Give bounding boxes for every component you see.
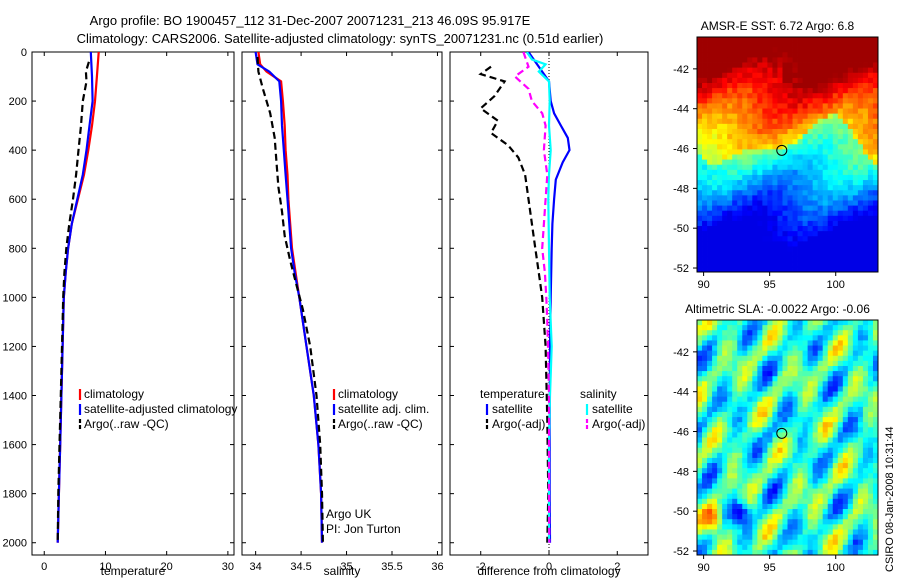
y-tick-label: 600 [9,194,27,206]
y-tick-label: 0 [21,47,27,59]
x-axis-label: difference from climatology [477,564,620,578]
x-tick-label: 2 [614,561,620,573]
map-y-tick-label: -42 [673,347,689,359]
legend-label: satellite-adjusted climatology [84,402,237,416]
map-y-tick-label: -50 [673,223,689,235]
legend-label: Argo(-adj) [492,417,545,431]
map-field [697,320,879,556]
y-tick-label: 800 [9,243,27,255]
x-tick-label: 34.5 [290,561,311,573]
map-x-tick-label: 95 [764,279,776,291]
map-y-tick-label: -42 [673,64,689,76]
x-tick-label: 0 [41,561,47,573]
legend-label: satellite adj. clim. [338,402,429,416]
map-y-tick-label: -46 [673,427,689,439]
series-line-blue [56,52,94,543]
y-tick-label: 200 [9,96,27,108]
map-x-tick-label: 95 [764,562,776,574]
float-position-marker [776,427,788,439]
x-axis-label: temperature [101,564,166,578]
x-tick-label: 0 [546,561,552,573]
x-tick-label: 34 [250,561,262,573]
sst-map-panel: AMSR-E SST: 6.72 Argo: 6.8 -42 -44 -46 -48 -5… [673,19,879,291]
series-line-black [256,56,324,543]
annotation-label: PI: Jon Turton [326,522,401,536]
y-tick-label: 1800 [3,489,27,501]
y-tick-label: 400 [9,145,27,157]
map-y-tick-label: -44 [673,387,689,399]
map-x-tick-label: 90 [697,279,709,291]
legend-label: Argo(-adj) [592,417,645,431]
legend-header-temperature: temperature [480,387,545,401]
legend-label: Argo(..raw -QC) [338,417,423,431]
map-frame [696,36,879,273]
y-tick-label: 1000 [3,292,27,304]
y-tick-label: 1400 [3,391,27,403]
map-field [697,37,879,273]
series-line-cyan [525,52,553,543]
map-y-tick-label: -52 [673,546,689,558]
temperature-panel: 0 200 400 600 800 1000 1200 1400 1600 1800 2000 0 10… [3,47,238,578]
plot-frame [241,51,443,556]
series-line-magenta [513,52,551,543]
map-title: Altimetric SLA: -0.0022 Argo: -0.06 [685,302,870,316]
map-y-tick-label: -50 [673,506,689,518]
x-tick-label: 10 [99,561,111,573]
y-tick-label: 1200 [3,341,27,353]
x-tick-label: 35 [340,561,352,573]
salinity-panel: 34 34.5 35 35.5 36 salinity climatologysatelli… [241,51,444,578]
legend-header-salinity: salinity [580,387,617,401]
x-tick-label: 20 [161,561,173,573]
legend-label: climatology [84,387,144,401]
legend-label: Argo(..raw -QC) [84,417,169,431]
map-x-tick-label: 90 [697,562,709,574]
x-tick-label: 35.5 [381,561,402,573]
series-line-black [56,61,90,543]
map-y-tick-label: -48 [673,466,689,478]
legend-label: satellite [492,402,533,416]
map-x-tick-label: 100 [827,562,845,574]
x-axis-label: salinity [324,564,361,578]
series-line-red [257,52,324,543]
map-y-tick-label: -46 [673,144,689,156]
x-tick-label: 36 [431,561,443,573]
legend-label: satellite [592,402,633,416]
float-position-marker [776,144,788,156]
figure-title-line2: Climatology: CARS2006. Satellite-adjuste… [77,31,604,46]
plot-frame [31,51,235,556]
y-tick-label: 2000 [3,538,27,550]
map-y-tick-label: -44 [673,104,689,116]
map-y-tick-label: -52 [673,263,689,275]
map-title: AMSR-E SST: 6.72 Argo: 6.8 [701,19,855,33]
side-stamp: CSIRO 08-Jan-2008 10:31:44 [884,426,896,572]
series-line-blue [254,52,324,543]
x-tick-label: -2 [476,561,486,573]
series-line-black [478,65,550,543]
figure-title-line1: Argo profile: BO 1900457_112 31-Dec-2007… [90,13,531,28]
sla-map-panel: Altimetric SLA: -0.0022 Argo: -0.06 -42 -4… [673,302,879,574]
map-frame [696,319,879,556]
x-tick-label: 30 [222,561,234,573]
map-y-tick-label: -48 [673,183,689,195]
y-tick-label: 1600 [3,440,27,452]
legend-label: climatology [338,387,398,401]
map-x-tick-label: 100 [827,279,845,291]
annotation-label: Argo UK [326,507,371,521]
